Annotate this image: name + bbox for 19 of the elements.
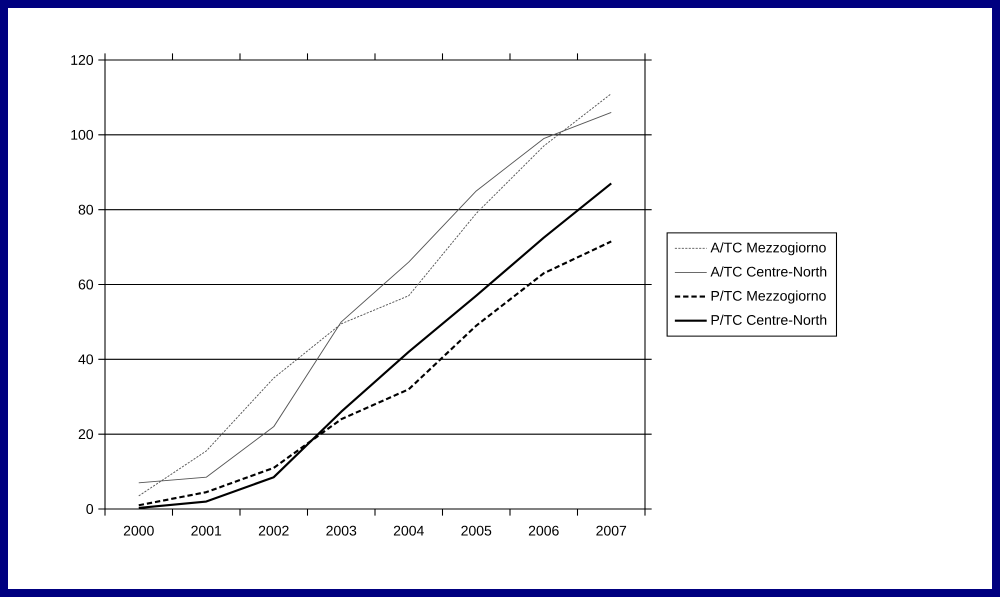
- x-tick-label: 2007: [596, 526, 626, 536]
- x-tick-label: 2005: [461, 526, 492, 536]
- x-tick-label: 2003: [326, 526, 356, 536]
- legend-label: P/TC Mezzogiorno: [712, 290, 826, 304]
- x-tick-label: 2004: [394, 526, 424, 536]
- y-tick-label: 20: [78, 429, 94, 440]
- y-tick-label: 100: [71, 130, 94, 140]
- y-tick-label: 0: [86, 504, 94, 514]
- x-tick-label: 2000: [124, 526, 154, 536]
- y-tick-label: 40: [78, 354, 94, 364]
- legend-label: A/TC Mezzogiorno: [710, 242, 826, 256]
- x-tick-label: 2002: [258, 526, 289, 536]
- x-tick-label: 2001: [191, 526, 222, 536]
- legend-label: A/TC Centre-North: [710, 266, 826, 277]
- x-tick-label: 2006: [528, 526, 559, 536]
- y-tick-label: 120: [71, 55, 94, 65]
- y-tick-label: 80: [78, 204, 94, 215]
- legend-label: P/TC Centre-North: [712, 314, 826, 325]
- y-tick-label: 60: [78, 280, 94, 290]
